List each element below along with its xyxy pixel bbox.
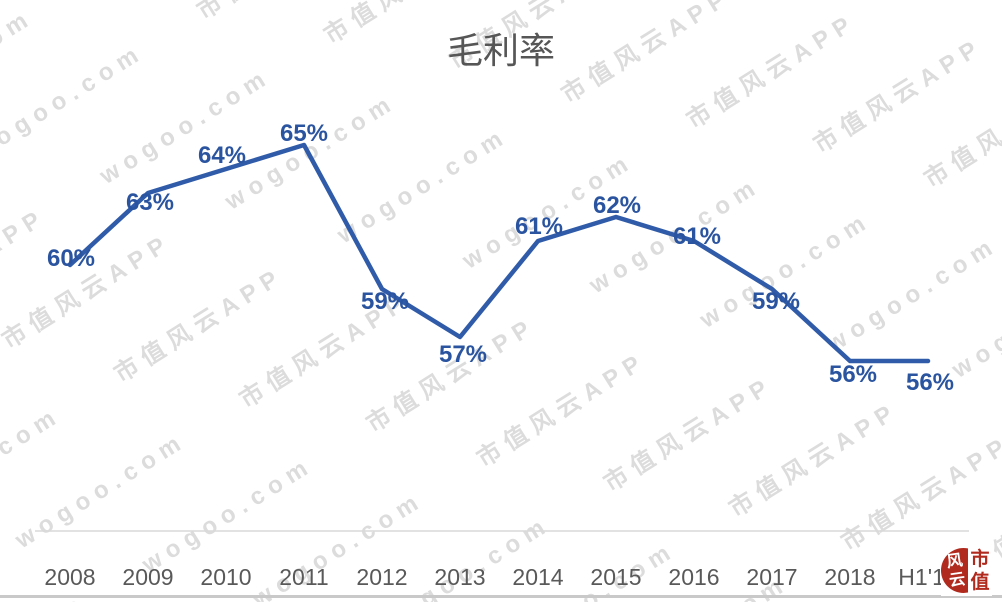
x-axis-label: 2012 xyxy=(356,564,407,590)
data-point-label: 60% xyxy=(47,245,95,272)
data-point-label: 56% xyxy=(829,361,877,388)
x-axis-label: 2016 xyxy=(668,564,719,590)
logo-seal-text: 风云 xyxy=(945,552,967,591)
x-axis-label: 2011 xyxy=(279,564,328,590)
data-point-label: 57% xyxy=(439,341,487,368)
x-axis-label: 2010 xyxy=(200,564,251,590)
logo-side-top: 市 xyxy=(970,549,990,570)
data-point-label: 64% xyxy=(198,142,246,169)
data-point-label: 59% xyxy=(752,288,800,315)
data-point-label: 62% xyxy=(593,192,641,219)
x-axis-label: 2008 xyxy=(44,564,95,590)
series-line xyxy=(67,142,931,364)
data-point-label: 63% xyxy=(126,189,174,216)
data-point-label: 59% xyxy=(361,288,409,315)
logo-side-bottom: 值 xyxy=(970,572,990,593)
bottom-border xyxy=(0,595,1002,598)
x-axis-label: 2014 xyxy=(512,564,563,590)
chart-title: 毛利率 xyxy=(446,30,555,71)
x-axis-label: 2009 xyxy=(122,564,173,590)
logo-side-text: 市 值 xyxy=(968,546,992,596)
data-point-label: 56% xyxy=(906,369,954,396)
data-point-label: 65% xyxy=(280,120,328,147)
data-point-label: 61% xyxy=(673,223,721,250)
x-axis-label: 2018 xyxy=(824,564,875,590)
shizhifengyun-logo: 风云 市 值 xyxy=(941,546,992,596)
data-point-label: 61% xyxy=(515,213,563,240)
x-axis-label: 2017 xyxy=(746,564,797,590)
x-axis-label: 2013 xyxy=(434,564,485,590)
x-axis-label: 2015 xyxy=(590,564,641,590)
